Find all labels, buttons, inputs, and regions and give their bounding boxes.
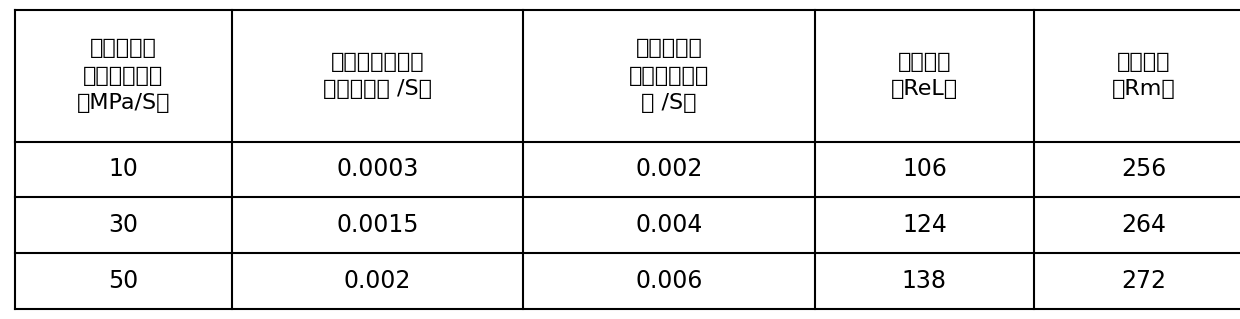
Text: 138: 138 bbox=[901, 270, 947, 293]
Text: 124: 124 bbox=[901, 213, 947, 237]
Text: 0.006: 0.006 bbox=[635, 270, 703, 293]
Text: 0.002: 0.002 bbox=[343, 270, 412, 293]
Text: 0.0015: 0.0015 bbox=[336, 213, 419, 237]
Text: 106: 106 bbox=[901, 158, 947, 182]
Text: 屈服段速率（应
变控制）（ /S）: 屈服段速率（应 变控制）（ /S） bbox=[324, 52, 432, 99]
Text: 50: 50 bbox=[108, 270, 139, 293]
Text: 0.002: 0.002 bbox=[635, 158, 703, 182]
Text: 264: 264 bbox=[1121, 213, 1167, 237]
Text: 屈服强度
（ReL）: 屈服强度 （ReL） bbox=[890, 52, 959, 99]
Text: 10: 10 bbox=[108, 158, 139, 182]
Text: 272: 272 bbox=[1121, 270, 1167, 293]
Text: 0.004: 0.004 bbox=[635, 213, 703, 237]
Text: 30: 30 bbox=[108, 213, 139, 237]
Text: 抗拉强度
（Rm）: 抗拉强度 （Rm） bbox=[1112, 52, 1176, 99]
Text: 0.0003: 0.0003 bbox=[336, 158, 419, 182]
Text: 256: 256 bbox=[1121, 158, 1167, 182]
Text: 屈服后速率
（应变控制）
（ /S）: 屈服后速率 （应变控制） （ /S） bbox=[629, 38, 709, 113]
Text: 弹性段速率
（应力控制）
（MPa/S）: 弹性段速率 （应力控制） （MPa/S） bbox=[77, 38, 170, 113]
